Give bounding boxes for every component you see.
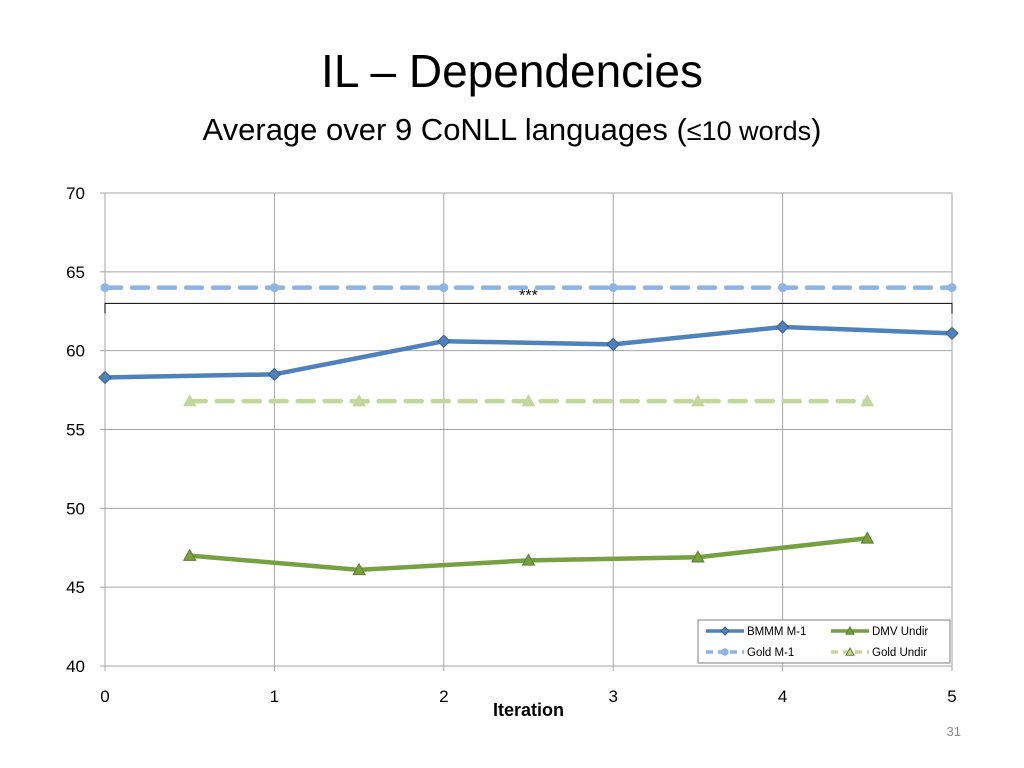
x-axis-label: Iteration (493, 700, 564, 720)
data-point (439, 283, 449, 293)
data-point (945, 326, 959, 341)
series-line (102, 324, 955, 380)
legend-label: Gold Undir (872, 647, 927, 659)
legend-label: Gold M-1 (747, 647, 794, 659)
data-point (521, 394, 536, 407)
legend-box (697, 619, 951, 664)
data-point (98, 370, 112, 385)
data-point (691, 550, 705, 563)
y-tick-label: 70 (66, 184, 85, 203)
data-point (267, 367, 282, 382)
legend-label: BMMM M-1 (747, 626, 806, 638)
slide-title: IL – Dependencies (321, 45, 703, 97)
legend-marker (720, 626, 730, 636)
data-point (182, 548, 197, 561)
x-tick-label: 1 (270, 687, 279, 706)
significance-label: *** (519, 287, 538, 304)
y-tick-label: 50 (66, 499, 85, 518)
subtitle-inner: ≤10 words (686, 116, 812, 146)
x-tick-label: 3 (608, 687, 617, 706)
data-point (352, 562, 366, 576)
x-tick-label: 4 (778, 687, 787, 706)
data-point (860, 531, 875, 544)
data-point (182, 394, 197, 407)
y-tick-label: 65 (66, 263, 85, 282)
legend-marker (845, 625, 855, 635)
subtitle-prefix: Average over 9 CoNLL languages ( (202, 112, 687, 147)
subtitle-suffix: ) (811, 112, 822, 147)
data-point (778, 283, 788, 293)
data-point (691, 394, 705, 407)
data-point (352, 394, 366, 407)
y-tick-label: 40 (66, 657, 85, 676)
data-point (775, 320, 790, 334)
y-tick-label: 60 (66, 342, 85, 361)
x-tick-label: 5 (947, 687, 956, 706)
slide-subtitle: Average over 9 CoNLL languages (≤10 word… (0, 108, 1024, 153)
legend-label: DMV Undir (872, 626, 928, 638)
data-point (860, 394, 875, 407)
y-tick-label: 45 (66, 578, 85, 597)
legend: BMMM M-1 DMV Undir Gold M-1 Gold Undir (697, 619, 951, 664)
data-point (437, 334, 451, 348)
significance-bracket (104, 302, 953, 314)
data-point (608, 283, 618, 293)
data-point (521, 553, 536, 566)
legend-marker (845, 646, 855, 656)
data-point (606, 337, 620, 352)
y-tick-label: 55 (66, 421, 85, 440)
x-tick-label: 0 (100, 687, 109, 706)
data-point (100, 283, 110, 293)
legend-marker (721, 648, 729, 656)
data-point (947, 283, 957, 293)
x-tick-label: 2 (439, 687, 448, 706)
data-point (269, 283, 279, 293)
slide-number: 31 (946, 724, 961, 739)
